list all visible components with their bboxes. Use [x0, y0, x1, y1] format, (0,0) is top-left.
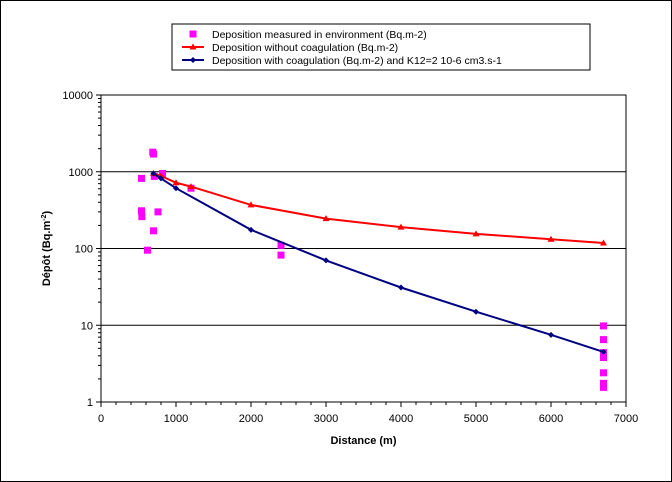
data-point	[600, 336, 607, 344]
x-tick-label: 4000	[389, 413, 413, 425]
data-point	[600, 354, 607, 362]
data-point	[397, 223, 405, 230]
data-point	[172, 179, 180, 186]
gridlines	[101, 171, 626, 326]
legend-label: Deposition with coagulation (Bq.m-2) and…	[212, 55, 502, 67]
data-point	[150, 227, 157, 235]
legend-marker	[190, 57, 196, 63]
data-point	[173, 185, 179, 192]
x-axis-title: Distance (m)	[330, 435, 396, 447]
data-point	[600, 383, 607, 391]
data-point	[323, 257, 329, 264]
legend-item-3: Deposition with coagulation (Bq.m-2) and…	[182, 55, 502, 67]
data-point	[159, 169, 166, 177]
data-point	[472, 230, 480, 237]
legend-label: Deposition without coagulation (Bq.m-2)	[212, 42, 398, 54]
x-tick-label: 7000	[614, 413, 638, 425]
data-point	[187, 183, 195, 190]
y-tick-label: 10000	[62, 90, 93, 102]
data-point	[138, 207, 145, 215]
data-point	[548, 331, 554, 338]
data-point	[138, 213, 146, 221]
x-tick-label: 5000	[464, 413, 488, 425]
y-tick-label: 1	[87, 397, 93, 409]
data-point	[600, 348, 607, 355]
data-point	[322, 215, 330, 222]
axes: 1 10 100 1000 10000 0 1000 2000 3000 4000 5000 6000…	[62, 90, 638, 425]
legend-marker	[189, 30, 197, 38]
data-point	[398, 284, 404, 291]
data-point	[150, 172, 158, 180]
y-axis-title: Dépôt (Bq.m-2)	[41, 211, 53, 287]
data-point	[473, 308, 479, 315]
legend-label: Deposition measured in environment (Bq.m…	[212, 29, 427, 41]
data-point	[247, 201, 255, 208]
data-point	[150, 170, 157, 177]
data-point	[600, 239, 607, 246]
data-point	[277, 241, 285, 249]
data-point	[154, 208, 162, 216]
series-1	[138, 148, 607, 391]
y-axis-title-sup: -2	[41, 214, 48, 220]
y-axis-title-close: )	[41, 211, 53, 215]
data-point	[277, 251, 285, 259]
legend-item-1: Deposition measured in environment (Bq.m…	[189, 29, 427, 41]
data-point	[547, 235, 555, 242]
data-point	[158, 175, 164, 182]
data-point	[600, 379, 607, 387]
series-3	[150, 170, 607, 355]
data-point	[138, 174, 145, 182]
legend: Deposition measured in environment (Bq.m…	[171, 23, 591, 71]
legend-box	[171, 23, 591, 71]
y-axis-title-main: Dépôt (Bq.m	[41, 221, 53, 287]
x-tick-label: 3000	[314, 413, 338, 425]
legend-marker	[189, 43, 197, 50]
series-layer	[138, 148, 607, 391]
x-tick-label: 1000	[164, 413, 188, 425]
data-point	[144, 246, 151, 254]
y-tick-label: 100	[75, 244, 93, 256]
data-point	[600, 322, 607, 330]
x-tick-label: 0	[98, 413, 104, 425]
x-tick-label: 6000	[539, 413, 563, 425]
legend-item-2: Deposition without coagulation (Bq.m-2)	[182, 42, 398, 54]
x-tick-label: 2000	[239, 413, 263, 425]
data-point	[150, 150, 157, 158]
series-line	[153, 172, 604, 244]
data-point	[248, 226, 254, 233]
y-tick-label: 1000	[69, 167, 93, 179]
data-point	[600, 369, 607, 377]
y-tick-label: 10	[81, 320, 93, 332]
